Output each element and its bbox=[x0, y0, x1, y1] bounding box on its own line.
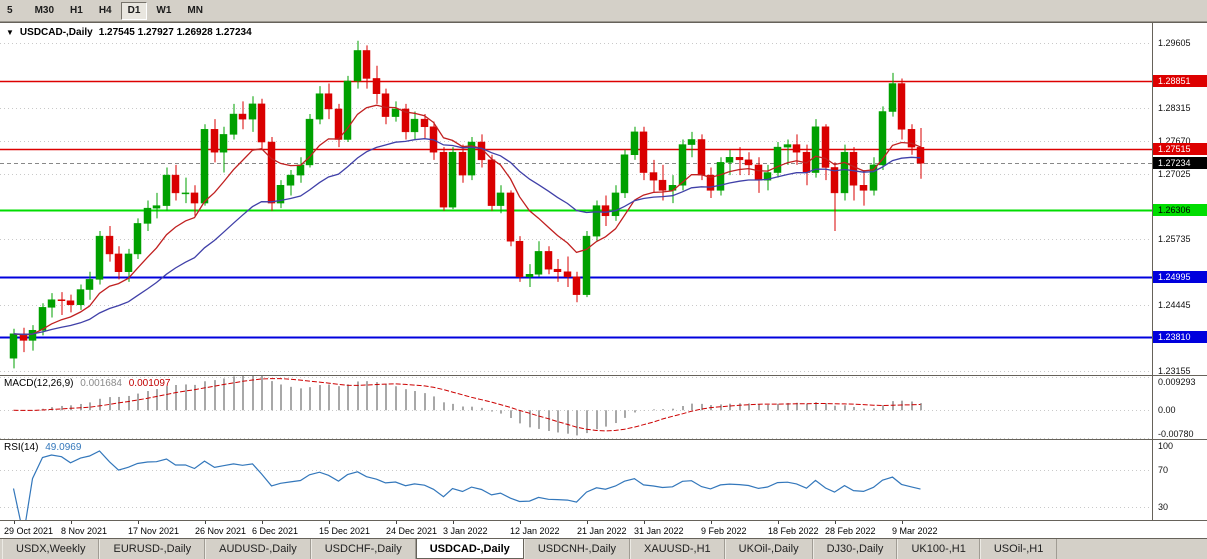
date-label: 3 Jan 2022 bbox=[443, 526, 488, 536]
rsi-scale[interactable]: 100 70 30 bbox=[1153, 440, 1207, 520]
date-tick bbox=[710, 521, 712, 524]
rsi-panel-row: RSI(14) 49.0969 100 70 30 bbox=[0, 440, 1207, 521]
date-tick bbox=[70, 521, 72, 524]
macd-axis-label: 0.00 bbox=[1158, 405, 1176, 416]
date-tick bbox=[261, 521, 263, 524]
date-tick bbox=[395, 521, 397, 524]
date-label: 24 Dec 2021 bbox=[386, 526, 438, 536]
rsi-label: RSI(14) 49.0969 bbox=[4, 442, 85, 453]
date-label: 31 Jan 2022 bbox=[634, 526, 684, 536]
date-label: 29 Oct 2021 bbox=[4, 526, 54, 536]
date-tick bbox=[777, 521, 779, 524]
tab-uk100-h1[interactable]: UK100-,H1 bbox=[897, 539, 980, 559]
rsi-name-text: RSI(14) bbox=[4, 442, 39, 453]
price-axis-label: 1.27670 bbox=[1158, 136, 1191, 146]
price-axis-label: 1.23155 bbox=[1158, 365, 1191, 375]
price-line-badge: 1.26306 bbox=[1153, 204, 1207, 217]
price-scale[interactable]: 1.29605 1.28315 1.27670 1.27025 1.25735 1.244… bbox=[1153, 23, 1207, 375]
date-label: 8 Nov 2021 bbox=[61, 526, 108, 536]
date-tick bbox=[519, 521, 521, 524]
price-line-badge: 1.28851 bbox=[1153, 74, 1207, 87]
time-scale[interactable]: 29 Oct 2021 8 Nov 2021 17 Nov 2021 26 Nov 2… bbox=[0, 521, 1207, 539]
date-label: 18 Feb 2022 bbox=[768, 526, 819, 536]
timeframe-button-5[interactable]: 5 bbox=[7, 4, 13, 16]
macd-axis-label: -0.00780 bbox=[1158, 429, 1194, 439]
timeframe-button-mn[interactable]: MN bbox=[187, 4, 203, 16]
date-label: 21 Jan 2022 bbox=[577, 526, 627, 536]
rsi-value: 49.0969 bbox=[45, 442, 82, 453]
chart-symbol-text: USDCAD-,Daily bbox=[19, 27, 93, 38]
tab-usdchf-daily[interactable]: USDCHF-,Daily bbox=[310, 539, 416, 559]
price-axis-label: 1.29605 bbox=[1158, 37, 1191, 48]
price-line-badge: 1.24995 bbox=[1153, 271, 1207, 284]
tab-eurusd-daily[interactable]: EURUSD-,Daily bbox=[99, 539, 206, 559]
price-axis-label: 1.25735 bbox=[1158, 234, 1191, 245]
tab-usdcnh-daily[interactable]: USDCNH-,Daily bbox=[523, 539, 631, 559]
axis-separator bbox=[1152, 23, 1153, 375]
date-label: 26 Nov 2021 bbox=[195, 526, 247, 536]
tab-xauusd-h1[interactable]: XAUUSD-,H1 bbox=[630, 539, 725, 559]
date-tick bbox=[137, 521, 139, 524]
macd-canvas[interactable] bbox=[0, 376, 1152, 439]
macd-scale[interactable]: 0.009293 0.00 -0.00780 bbox=[1153, 376, 1207, 439]
timeframe-button-d1[interactable]: D1 bbox=[120, 1, 148, 20]
rsi-axis-label: 100 bbox=[1158, 441, 1174, 451]
candles-canvas[interactable] bbox=[0, 23, 1152, 375]
macd-panel-row: MACD(12,26,9) 0.001684 0.001097 0.009293… bbox=[0, 376, 1207, 440]
chart-marker-icon: ▼ bbox=[6, 27, 14, 37]
price-line-badge: 1.23810 bbox=[1153, 331, 1207, 344]
macd-name-text: MACD(12,26,9) bbox=[4, 378, 74, 389]
tab-usoil-h1[interactable]: USOil-,H1 bbox=[979, 539, 1058, 559]
date-tick bbox=[834, 521, 836, 524]
macd-label: MACD(12,26,9) 0.001684 0.001097 bbox=[4, 378, 174, 389]
current-price-badge: 1.27234 bbox=[1153, 157, 1207, 170]
date-tick bbox=[328, 521, 330, 524]
timeframe-button-m30[interactable]: M30 bbox=[34, 4, 55, 16]
date-tick bbox=[586, 521, 588, 524]
chart-tabs-bar: USDX,Weekly EURUSD-,Daily AUDUSD-,Daily USD… bbox=[0, 539, 1207, 559]
macd-signal-value: 0.001097 bbox=[128, 378, 171, 389]
timeframe-button-w1[interactable]: W1 bbox=[156, 4, 172, 16]
rsi-axis-label: 30 bbox=[1158, 502, 1169, 513]
date-tick bbox=[901, 521, 903, 524]
macd-axis-label: 0.009293 bbox=[1158, 377, 1196, 387]
date-label: 9 Feb 2022 bbox=[701, 526, 747, 536]
timeframe-button-h4[interactable]: H4 bbox=[98, 4, 112, 16]
rsi-indicator-panel[interactable]: RSI(14) 49.0969 bbox=[0, 440, 1152, 520]
date-tick bbox=[13, 521, 15, 524]
main-chart-row: ▼ USDCAD-,Daily 1.27545 1.27927 1.26928 … bbox=[0, 22, 1207, 376]
tab-usdx-weekly[interactable]: USDX,Weekly bbox=[2, 539, 100, 559]
price-axis-label: 1.28315 bbox=[1158, 103, 1191, 114]
axis-separator bbox=[1152, 376, 1153, 439]
tab-audusd-daily[interactable]: AUDUSD-,Daily bbox=[205, 539, 311, 559]
tab-ukoil-daily[interactable]: UKOil-,Daily bbox=[724, 539, 813, 559]
chart-ohlc-text: 1.27545 1.27927 1.26928 1.27234 bbox=[98, 27, 252, 38]
timeframe-button-h1[interactable]: H1 bbox=[70, 4, 83, 16]
rsi-canvas[interactable] bbox=[0, 440, 1152, 520]
candlestick-chart[interactable]: ▼ USDCAD-,Daily 1.27545 1.27927 1.26928 … bbox=[0, 23, 1152, 375]
price-line-badge: 1.27515 bbox=[1153, 142, 1207, 155]
date-label: 15 Dec 2021 bbox=[319, 526, 371, 536]
tab-usdcad-daily[interactable]: USDCAD-,Daily bbox=[415, 539, 524, 559]
chart-symbol-label: ▼ USDCAD-,Daily 1.27545 1.27927 1.26928 … bbox=[6, 27, 252, 38]
price-axis-label: 1.24445 bbox=[1158, 300, 1191, 311]
date-tick bbox=[204, 521, 206, 524]
date-label: 17 Nov 2021 bbox=[128, 526, 180, 536]
date-label: 6 Dec 2021 bbox=[252, 526, 299, 536]
date-label: 12 Jan 2022 bbox=[510, 526, 560, 536]
axis-separator bbox=[1152, 440, 1153, 520]
price-axis-label: 1.27025 bbox=[1158, 168, 1191, 179]
tab-dj30-daily[interactable]: DJ30-,Daily bbox=[812, 539, 898, 559]
macd-main-value: 0.001684 bbox=[80, 378, 122, 389]
rsi-axis-label: 70 bbox=[1158, 464, 1169, 475]
date-tick bbox=[643, 521, 645, 524]
date-tick bbox=[452, 521, 454, 524]
macd-indicator-panel[interactable]: MACD(12,26,9) 0.001684 0.001097 bbox=[0, 376, 1152, 439]
date-label: 28 Feb 2022 bbox=[825, 526, 876, 536]
date-label: 9 Mar 2022 bbox=[892, 526, 938, 536]
timeframe-toolbar: 5 M30 H1 H4 D1 W1 MN bbox=[0, 0, 1207, 22]
